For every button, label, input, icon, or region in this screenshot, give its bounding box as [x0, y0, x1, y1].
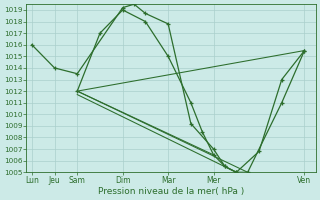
X-axis label: Pression niveau de la mer( hPa ): Pression niveau de la mer( hPa ) [98, 187, 244, 196]
